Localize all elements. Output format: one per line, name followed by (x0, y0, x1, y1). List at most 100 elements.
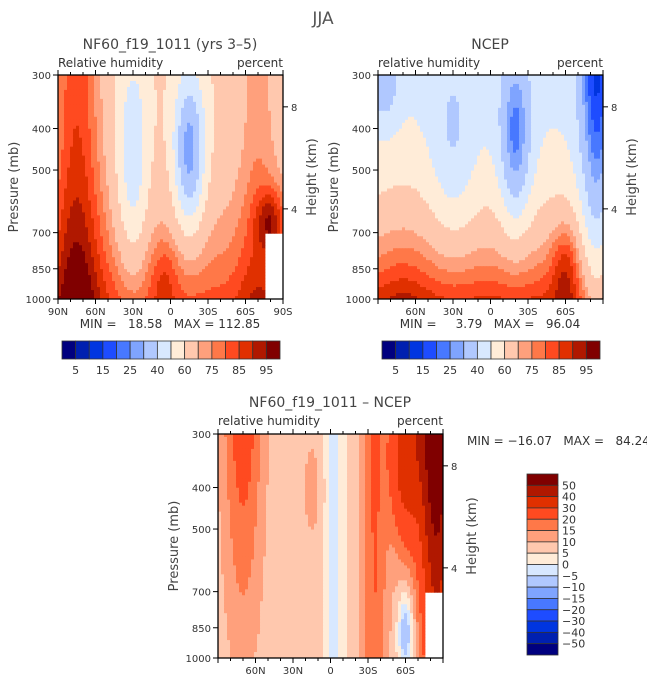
contour-cell (142, 221, 146, 225)
contour-cell (235, 176, 239, 180)
contour-cell (214, 257, 218, 261)
contour-cell (268, 185, 272, 189)
contour-cell (115, 89, 119, 94)
contour-cell (235, 152, 239, 157)
contour-cell (109, 131, 113, 136)
contour-cell (265, 98, 269, 103)
contour-cell (262, 260, 266, 264)
contour-cell (145, 167, 149, 171)
contour-cell (145, 227, 149, 231)
contour-cell (211, 83, 215, 88)
contour-cell (94, 161, 98, 165)
contour-cell (79, 170, 83, 174)
contour-cell (97, 113, 101, 118)
contour-cell (76, 221, 80, 225)
contour-cell (163, 266, 167, 270)
contour-cell (220, 170, 224, 174)
contour-cell (118, 179, 122, 183)
contour-cell (232, 116, 236, 121)
contour-cell (76, 269, 80, 273)
contour-cell (124, 221, 128, 225)
contour-cell (244, 173, 248, 177)
contour-cell (280, 77, 284, 82)
contour-cell (67, 188, 71, 192)
contour-cell (181, 158, 185, 163)
contour-cell (256, 239, 260, 243)
contour-cell (181, 194, 185, 198)
contour-cell (253, 263, 257, 267)
contour-cell (151, 140, 155, 145)
contour-cell (76, 242, 80, 246)
contour-cell (58, 158, 62, 163)
contour-cell (142, 242, 146, 246)
contour-cell (106, 242, 110, 246)
contour-cell (217, 134, 221, 139)
contour-cell (121, 182, 125, 186)
contour-cell (109, 275, 113, 279)
contour-cell (100, 170, 104, 174)
contour-cell (148, 188, 152, 192)
contour-cell (205, 197, 209, 201)
contour-cell (133, 149, 137, 154)
suptitle: JJA (311, 9, 334, 29)
contour-cell (190, 116, 194, 121)
contour-cell (58, 119, 62, 124)
contour-cell (205, 77, 209, 82)
contour-cell (244, 92, 248, 97)
contour-cell (100, 251, 104, 255)
contour-cell (88, 77, 92, 82)
contour-cell (145, 113, 149, 118)
contour-cell (250, 101, 254, 106)
contour-cell (145, 269, 149, 273)
contour-cell (97, 191, 101, 195)
contour-cell (268, 125, 272, 130)
contour-cell (280, 122, 284, 127)
contour-cell (187, 224, 191, 228)
contour-cell (139, 149, 143, 154)
contour-cell (238, 185, 242, 189)
contour-cell (163, 158, 167, 163)
contour-cell (118, 245, 122, 249)
contour-cell (259, 248, 263, 252)
contour-cell (241, 116, 245, 121)
contour-cell (139, 209, 143, 213)
contour-cell (145, 197, 149, 201)
contour-cell (118, 185, 122, 189)
contour-cell (190, 101, 194, 106)
contour-cell (184, 167, 188, 171)
contour-cell (169, 125, 173, 130)
contour-cell (100, 200, 104, 204)
contour-cell (130, 212, 134, 216)
contour-cell (130, 125, 134, 130)
contour-cell (250, 170, 254, 174)
contour-cell (229, 161, 233, 165)
contour-cell (187, 209, 191, 213)
contour-cell (253, 209, 257, 213)
contour-cell (88, 125, 92, 130)
contour-cell (79, 191, 83, 195)
contour-cell (103, 116, 107, 121)
contour-cell (157, 203, 161, 207)
contour-cell (259, 107, 263, 112)
contour-cell (280, 188, 284, 192)
contour-cell (124, 254, 128, 258)
contour-cell (148, 236, 152, 240)
contour-cell (100, 75, 104, 79)
contour-cell (97, 227, 101, 231)
contour-cell (58, 86, 62, 91)
contour-cell (133, 239, 137, 243)
contour-cell (85, 245, 89, 249)
contour-cell (61, 242, 65, 246)
contour-cell (142, 197, 146, 201)
contour-cell (106, 131, 110, 136)
contour-cell (232, 260, 236, 264)
contour-cell (262, 266, 266, 270)
contour-cell (148, 194, 152, 198)
contour-cell (187, 140, 191, 145)
contour-cell (250, 212, 254, 216)
contour-cell (217, 98, 221, 103)
contour-cell (79, 164, 83, 168)
contour-cell (181, 161, 185, 165)
contour-cell (118, 98, 122, 103)
contour-cell (106, 89, 110, 94)
